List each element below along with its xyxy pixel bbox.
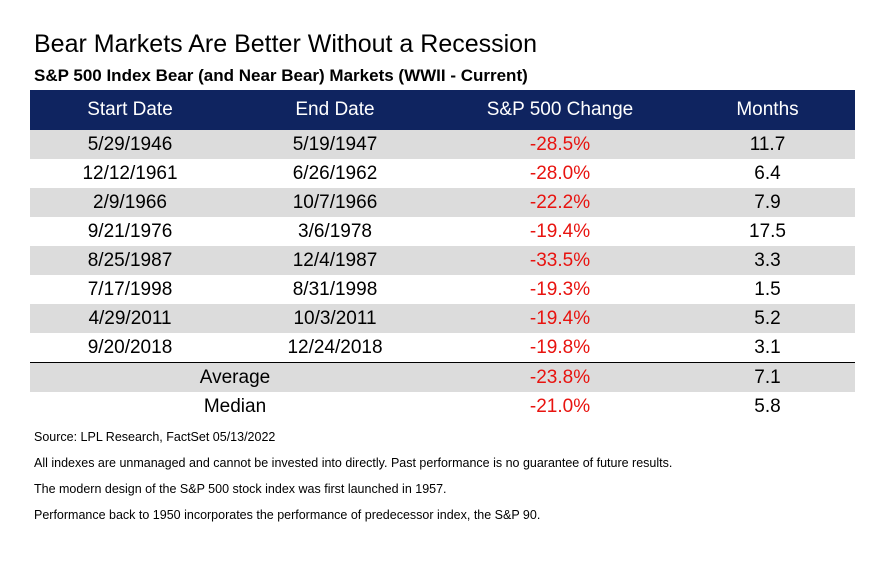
end-date-cell: 3/6/1978 [298,220,372,242]
end-date-cell: 10/3/2011 [230,304,440,333]
table-row: 5/29/1946 5/19/1947 -28.5% 11.7 [30,130,855,159]
source-note: Source: LPL Research, FactSet 05/13/2022 [34,430,276,444]
months-cell: 1.5 [754,278,781,300]
bear-market-table: Start Date End Date S&P 500 Change Month… [30,90,855,421]
months-cell: 5.2 [680,304,855,333]
change-cell: -19.3% [529,278,591,300]
months-cell: 17.5 [749,220,786,242]
column-header-end-date: End Date [230,90,440,130]
end-date-cell: 5/19/1947 [230,130,440,159]
column-header-months: Months [680,90,855,130]
footnotes: Source: LPL Research, FactSet 05/13/2022… [34,430,672,534]
median-months-cell: 5.8 [754,395,781,417]
end-date-cell: 6/26/1962 [292,162,378,184]
average-months-cell: 7.1 [680,362,855,392]
start-date-cell: 8/25/1987 [30,246,230,275]
table-row: 4/29/2011 10/3/2011 -19.4% 5.2 [30,304,855,333]
months-cell: 6.4 [754,162,781,184]
end-date-cell: 12/4/1987 [230,246,440,275]
change-cell: -19.4% [440,304,680,333]
start-date-cell: 5/29/1946 [30,130,230,159]
median-label: Median [203,395,267,417]
average-change-cell: -23.8% [440,362,680,392]
months-cell: 3.3 [680,246,855,275]
page-subtitle: S&P 500 Index Bear (and Near Bear) Marke… [34,66,528,85]
start-date-cell: 7/17/1998 [87,278,173,300]
median-row: Median -21.0% 5.8 [30,392,855,421]
table-row: 9/20/2018 12/24/2018 -19.8% 3.1 [30,333,855,363]
median-change-cell: -21.0% [529,395,591,417]
end-date-cell: 8/31/1998 [292,278,378,300]
change-cell: -22.2% [440,188,680,217]
months-cell: 7.9 [680,188,855,217]
average-row: Average -23.8% 7.1 [30,362,855,392]
table-row: 8/25/1987 12/4/1987 -33.5% 3.3 [30,246,855,275]
column-header-change: S&P 500 Change [440,90,680,130]
index-history-note: The modern design of the S&P 500 stock i… [34,482,447,496]
table-row: 12/12/1961 6/26/1962 -28.0% 6.4 [30,159,855,188]
start-date-cell: 4/29/2011 [30,304,230,333]
average-label: Average [30,362,440,392]
disclaimer-note: All indexes are unmanaged and cannot be … [34,456,673,470]
change-cell: -28.5% [440,130,680,159]
table-header-row: Start Date End Date S&P 500 Change Month… [30,90,855,130]
end-date-cell: 12/24/2018 [287,336,383,358]
column-header-start-date: Start Date [30,90,230,130]
months-cell: 11.7 [680,130,855,159]
table-row: 9/21/1976 3/6/1978 -19.4% 17.5 [30,217,855,246]
end-date-cell: 10/7/1966 [230,188,440,217]
start-date-cell: 12/12/1961 [82,162,178,184]
start-date-cell: 9/20/2018 [87,336,173,358]
change-cell: -28.0% [529,162,591,184]
predecessor-index-note: Performance back to 1950 incorporates th… [34,508,541,522]
change-cell: -19.4% [529,220,591,242]
table-row: 7/17/1998 8/31/1998 -19.3% 1.5 [30,275,855,304]
table-row: 2/9/1966 10/7/1966 -22.2% 7.9 [30,188,855,217]
months-cell: 3.1 [754,336,781,358]
change-cell: -19.8% [529,336,591,358]
change-cell: -33.5% [440,246,680,275]
start-date-cell: 9/21/1976 [87,220,173,242]
page-title: Bear Markets Are Better Without a Recess… [34,30,537,58]
start-date-cell: 2/9/1966 [30,188,230,217]
